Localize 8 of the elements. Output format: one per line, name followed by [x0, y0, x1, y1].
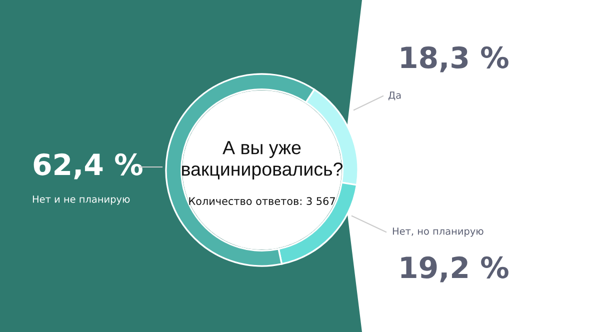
- data-label: 19,2 %: [401, 256, 508, 282]
- data-label: 18,3 %: [401, 46, 508, 72]
- slice-label: Нет и не планирую: [32, 196, 130, 205]
- text: Количество ответов: 3 567: [189, 197, 335, 206]
- data-label: 62,4 %: [34, 153, 142, 180]
- slice-label: Да: [388, 92, 401, 100]
- text: А вы уже вакцинировались?: [182, 141, 343, 180]
- slice-label: Нет, но планирую: [392, 228, 484, 237]
